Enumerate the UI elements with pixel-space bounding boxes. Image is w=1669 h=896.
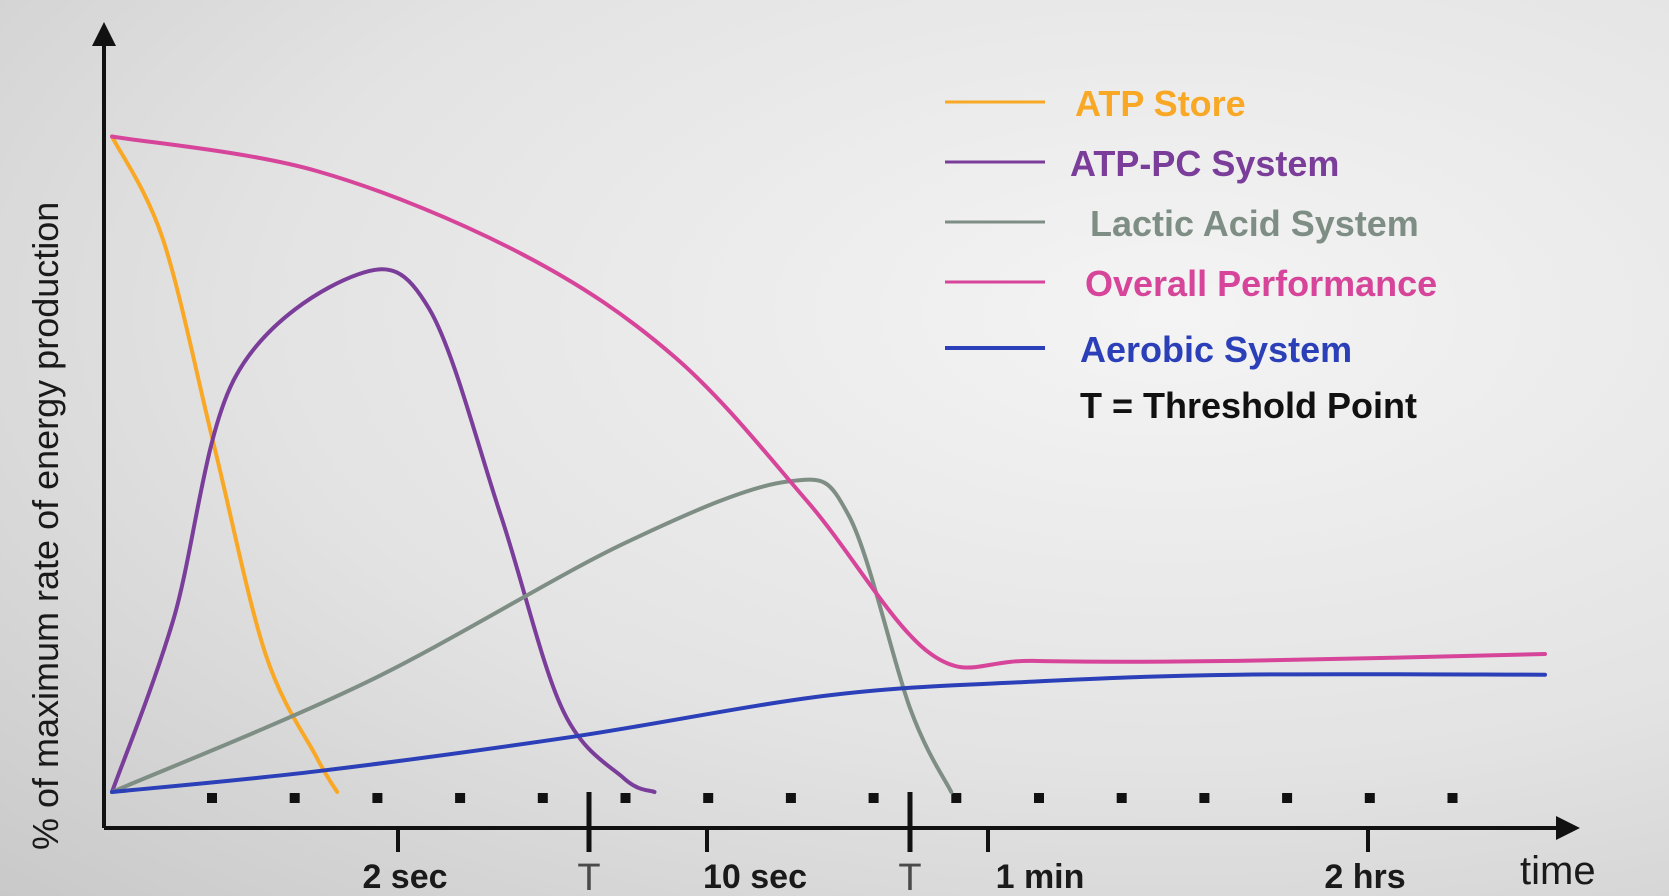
x-tick-label: 10 sec: [703, 858, 807, 896]
baseline-dot: [372, 793, 383, 803]
series-line-aerobic-system: [110, 672, 1547, 794]
baseline-dot: [1199, 793, 1210, 803]
baseline-dot: [1364, 793, 1375, 803]
baseline-dot: [1116, 793, 1127, 803]
threshold-tick-label: T: [898, 857, 921, 896]
baseline-dot: [207, 793, 217, 803]
series-line-atp-store: [110, 134, 340, 794]
legend-label: Aerobic System: [1080, 329, 1352, 370]
legend-label: Overall Performance: [1085, 263, 1437, 304]
baseline-dots: [207, 793, 1458, 803]
y-axis-label: % of maximum rate of energy production: [25, 202, 66, 850]
legend-label: ATP-PC System: [1070, 143, 1339, 184]
baseline-dot: [785, 793, 796, 803]
baseline-dot: [1447, 793, 1458, 803]
series-line-overall-performance: [110, 134, 1547, 670]
baseline-dot: [455, 793, 466, 803]
x-tick-label: 1 min: [996, 858, 1085, 896]
baseline-dot: [703, 793, 714, 803]
y-axis-arrow: [92, 22, 116, 46]
baseline-dot: [537, 793, 548, 803]
series-layer: [110, 134, 1547, 794]
x-tick-label: 2 sec: [362, 858, 447, 896]
x-tick-layer: 2 sec 10 sec 1 min 2 hrs T T: [362, 792, 1406, 896]
series-line-atp-pc-system: [110, 267, 657, 794]
baseline-dot: [1282, 793, 1293, 803]
series-line-lactic-acid-system: [110, 477, 954, 794]
baseline-dot: [868, 793, 879, 803]
x-tick-label: 2 hrs: [1324, 858, 1405, 896]
threshold-tick-label: T: [577, 857, 600, 896]
baseline-dot: [289, 793, 300, 803]
x-axis-arrow: [1556, 816, 1580, 840]
legend: ATP Store ATP-PC System Lactic Acid System…: [945, 83, 1437, 370]
x-axis-label: time: [1520, 849, 1596, 893]
baseline-dot: [1034, 793, 1044, 803]
legend-label: ATP Store: [1075, 83, 1246, 124]
baseline-dot: [951, 793, 962, 803]
baseline-dot: [620, 793, 631, 803]
legend-label: Lactic Acid System: [1090, 203, 1419, 244]
legend-threshold-note: T = Threshold Point: [1080, 385, 1417, 426]
